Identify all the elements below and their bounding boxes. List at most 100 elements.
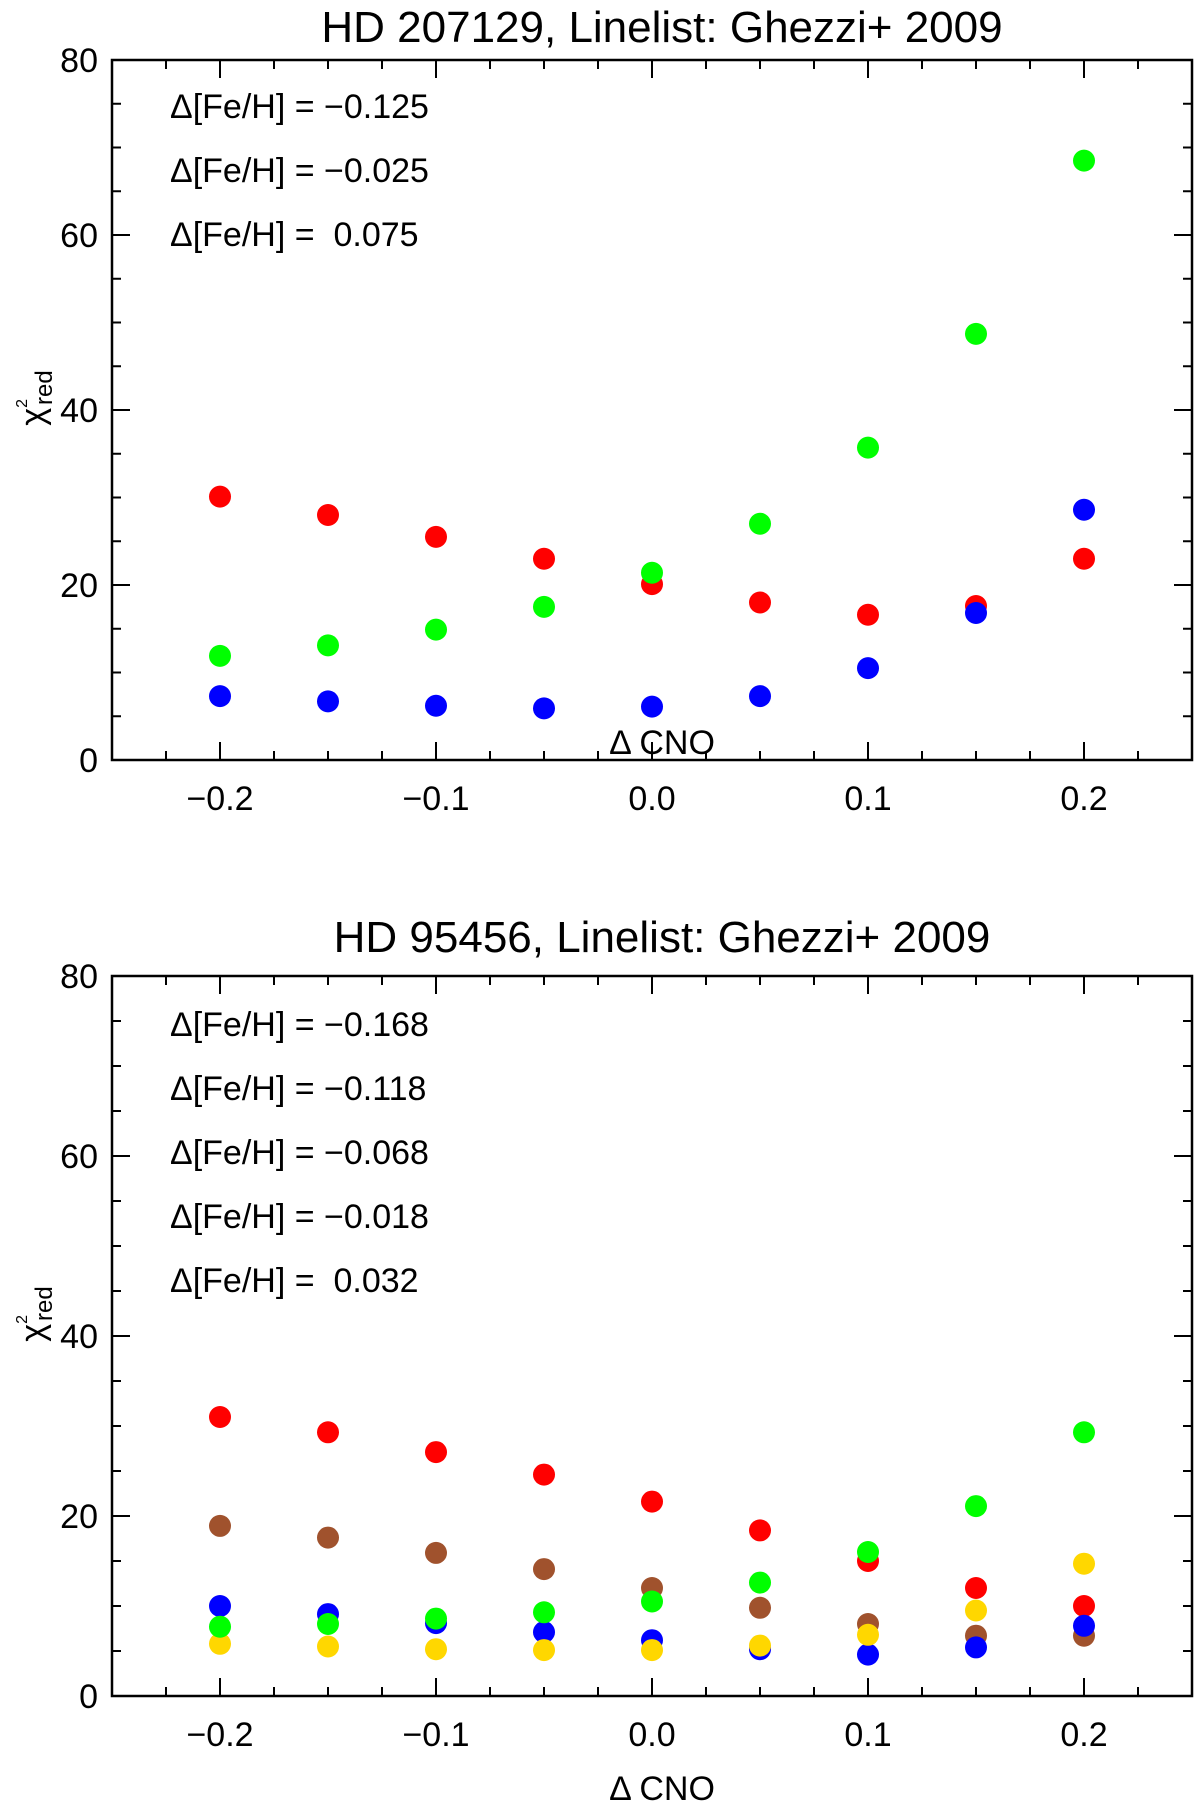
- panel-1-legend-entry-1: Δ[Fe/H] = −0.125: [170, 88, 429, 126]
- panel-1-series-2-point: [749, 685, 771, 708]
- panel-2-series-1-point: [425, 1441, 447, 1464]
- x-tick-label: −0.1: [402, 780, 469, 818]
- panel-2-legend-entry-2: Δ[Fe/H] = −0.118: [170, 1070, 426, 1108]
- panel-2-series-2-point: [533, 1558, 555, 1581]
- panel-2-series-5-point: [425, 1607, 447, 1630]
- panel-2-series-2-point: [425, 1541, 447, 1564]
- panel-2-series-5-point: [857, 1541, 879, 1563]
- panel-1-x-axis-label: Δ CNO: [609, 724, 715, 762]
- panel-1-series-1-point: [1073, 547, 1095, 570]
- panel-2-series-5-point: [209, 1615, 231, 1638]
- panel-2-series-4-point: [965, 1599, 987, 1622]
- panel-2-series-5-point: [749, 1571, 771, 1594]
- panel-1-series-2-point: [857, 657, 879, 680]
- panel-1-series-1-point: [749, 591, 771, 614]
- panel-1-series-3-point: [857, 436, 879, 459]
- panel-1-series-1-point: [857, 603, 879, 626]
- panel-2-series-4-point: [317, 1635, 339, 1658]
- y-tick-label: 80: [60, 42, 98, 80]
- panel-2-series-1-point: [641, 1490, 663, 1513]
- x-tick-label: −0.2: [186, 1716, 253, 1754]
- panel-1-series-2-point: [209, 685, 231, 708]
- y-tick-label: 40: [60, 1318, 98, 1356]
- panel-2-title: HD 95456, Linelist: Ghezzi+ 2009: [334, 913, 991, 962]
- y-tick-label: 0: [79, 742, 98, 780]
- panel-2-series-1-point: [533, 1463, 555, 1486]
- panel-1: HD 207129, Linelist: Ghezzi+ 2009 χ2red …: [14, 3, 1194, 818]
- panel-2-series-3-point: [533, 1621, 555, 1644]
- panel-1-series-1-point: [425, 525, 447, 548]
- x-tick-label: −0.2: [186, 780, 253, 818]
- svg-text:χ2red: χ2red: [14, 1286, 58, 1341]
- panel-2-series-2-point: [317, 1526, 339, 1549]
- panel-1-ylabel-sub: red: [31, 370, 58, 405]
- panel-2-legend: Δ[Fe/H] = −0.168 Δ[Fe/H] = −0.118 Δ[Fe/H…: [170, 1006, 429, 1300]
- panel-2-series-5-point: [533, 1601, 555, 1624]
- panel-1-series-2-point: [1073, 498, 1095, 521]
- x-tick-label: 0.1: [844, 1716, 891, 1754]
- y-tick-label: 60: [60, 217, 98, 255]
- panel-1-series-1-point: [209, 485, 231, 508]
- panel-2-ylabel-sup: 2: [14, 1315, 31, 1324]
- panel-1-series-2-point: [641, 695, 663, 718]
- panel-2-series-1-point: [1073, 1595, 1095, 1617]
- panel-2-legend-entry-5: Δ[Fe/H] = 0.032: [170, 1262, 419, 1300]
- panel-2-series-4-point: [209, 1632, 231, 1655]
- x-tick-label: 0.2: [1060, 780, 1107, 818]
- panel-2-series-4-point: [641, 1639, 663, 1662]
- panel-1-series-2-point: [533, 697, 555, 720]
- panel-2-legend-entry-1: Δ[Fe/H] = −0.168: [170, 1006, 429, 1044]
- panel-2-series-2-point: [749, 1596, 771, 1619]
- y-tick-label: 60: [60, 1138, 98, 1176]
- panel-2-series-5-point: [965, 1495, 987, 1518]
- panel-2-series-4-point: [425, 1638, 447, 1661]
- panel-1-tick-labels: −0.2 −0.1 0.0 0.1 0.2 0 20 40 60 80: [60, 42, 1107, 818]
- panel-1-series-1-point: [317, 504, 339, 526]
- panel-2-points: [209, 1406, 1095, 1666]
- panel-2-y-axis-label: χ2red: [14, 1286, 58, 1341]
- panel-1-ticks: [111, 59, 1193, 761]
- panel-2-tick-labels: −0.2 −0.1 0.0 0.1 0.2 0 20 40 60 80: [60, 958, 1107, 1754]
- panel-1-y-axis-label: χ2red: [14, 370, 58, 425]
- panel-1-series-1-point: [533, 547, 555, 570]
- panel-1-series-3-point: [641, 561, 663, 584]
- panel-1-points: [209, 149, 1095, 720]
- panel-1-series-2-point: [965, 602, 987, 624]
- panel-2-series-3-point: [857, 1643, 879, 1666]
- y-tick-label: 40: [60, 392, 98, 430]
- y-tick-label: 80: [60, 958, 98, 996]
- panel-1-series-3-point: [1073, 149, 1095, 172]
- panel-1-title: HD 207129, Linelist: Ghezzi+ 2009: [321, 3, 1002, 52]
- y-tick-label: 20: [60, 1498, 98, 1536]
- panel-2-series-5-point: [1073, 1421, 1095, 1444]
- panel-1-series-3-point: [533, 595, 555, 618]
- panel-2-series-2-point: [209, 1514, 231, 1537]
- x-tick-label: 0.0: [628, 1716, 675, 1754]
- panel-1-series-3-point: [209, 644, 231, 667]
- panel-1-series-3-point: [425, 618, 447, 641]
- panel-2-series-1-point: [209, 1406, 231, 1428]
- panel-2-ticks: [111, 975, 1193, 1697]
- x-tick-label: 0.2: [1060, 1716, 1107, 1754]
- panel-2-ylabel-symbol: χ: [14, 1324, 52, 1342]
- panel-1-series-2-point: [317, 690, 339, 713]
- panel-2-series-1-point: [965, 1577, 987, 1599]
- panel-2: HD 95456, Linelist: Ghezzi+ 2009 χ2red Δ…: [14, 913, 1194, 1808]
- panel-1-ylabel-symbol: χ: [14, 408, 52, 426]
- panel-2-series-5-point: [317, 1613, 339, 1635]
- panel-2-series-3-point: [1073, 1614, 1095, 1637]
- panel-1-series-3-point: [317, 634, 339, 657]
- panel-1-series-3-point: [965, 322, 987, 345]
- svg-text:χ2red: χ2red: [14, 370, 58, 425]
- panel-2-series-4-point: [749, 1634, 771, 1657]
- panel-1-legend: Δ[Fe/H] = −0.125 Δ[Fe/H] = −0.025 Δ[Fe/H…: [170, 88, 429, 254]
- x-tick-label: 0.1: [844, 780, 891, 818]
- y-tick-label: 0: [79, 1678, 98, 1716]
- panel-2-series-3-point: [209, 1595, 231, 1617]
- panel-2-series-1-point: [749, 1519, 771, 1542]
- panel-2-series-4-point: [533, 1639, 555, 1662]
- panel-1-legend-entry-3: Δ[Fe/H] = 0.075: [170, 216, 419, 254]
- panel-2-x-axis-label: Δ CNO: [609, 1770, 715, 1808]
- panel-2-legend-entry-4: Δ[Fe/H] = −0.018: [170, 1198, 429, 1236]
